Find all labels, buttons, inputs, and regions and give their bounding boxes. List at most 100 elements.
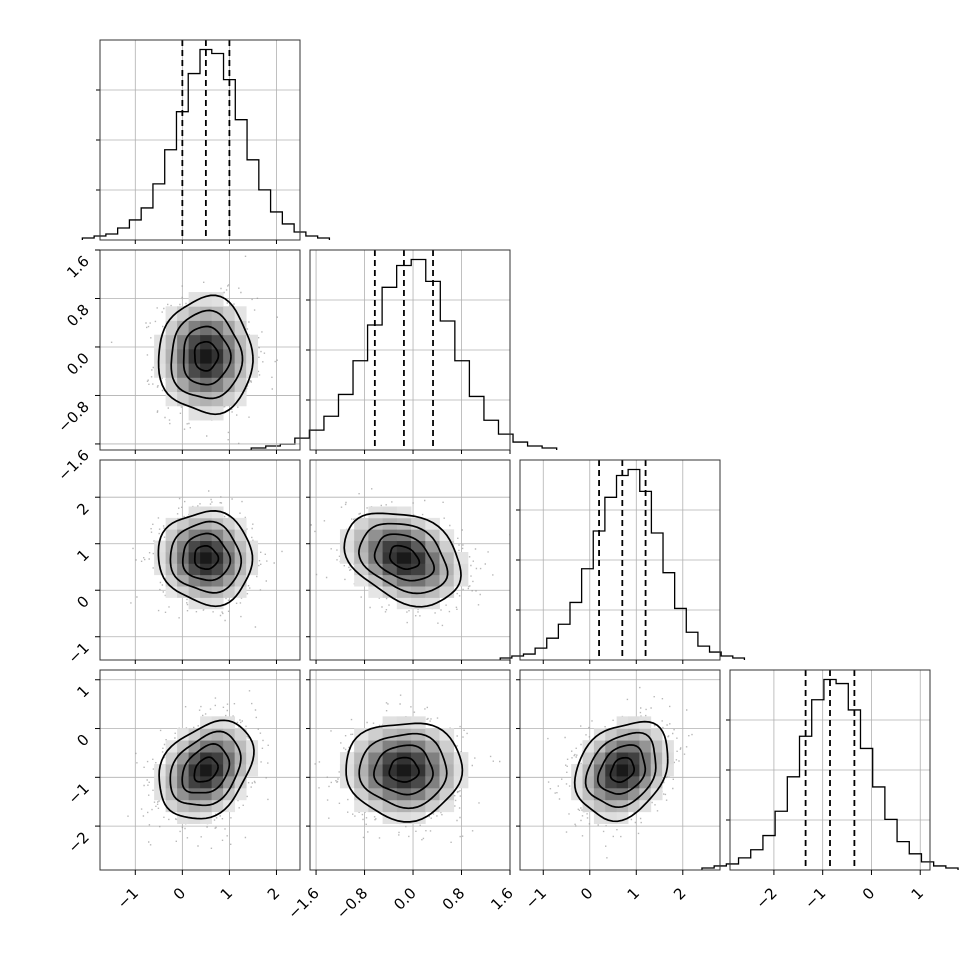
- density-cell: [396, 574, 412, 587]
- density-cell: [165, 574, 178, 587]
- density-cell: [188, 334, 201, 350]
- density-cell: [339, 764, 355, 777]
- density-cell: [177, 811, 190, 825]
- density-cell: [200, 348, 213, 364]
- density-cell: [177, 752, 190, 765]
- contour-level-3: [158, 719, 255, 820]
- density-cell: [223, 377, 236, 393]
- x-tick-label: 1.6: [487, 884, 517, 914]
- x-tick-label: −0.8: [333, 884, 371, 922]
- density-cell: [425, 517, 440, 530]
- density-cell: [571, 775, 583, 789]
- density-cell: [616, 811, 629, 825]
- x-tick-label: 2: [670, 884, 689, 903]
- contour-level-3: [343, 512, 462, 608]
- panel-contents: [520, 670, 720, 870]
- x-tick-label: −2: [752, 884, 780, 912]
- density-cell: [411, 586, 426, 598]
- contour-level-1: [182, 325, 232, 386]
- contour-level-2: [170, 309, 244, 400]
- contour-level-0: [388, 756, 420, 783]
- hist-frame-0: [99, 39, 301, 241]
- density-cell: [200, 597, 213, 610]
- hist-frame-2: [519, 459, 721, 661]
- hist-panel-1: [250, 249, 558, 454]
- density-cell: [200, 775, 213, 789]
- y-tick-label: −1: [64, 779, 92, 807]
- density-cell: [593, 799, 606, 813]
- contour-level-0: [388, 544, 421, 571]
- y-tick-label: 0: [73, 731, 92, 750]
- x-tick-label: −1: [114, 884, 142, 912]
- y-tick-label: 1: [73, 546, 92, 565]
- density-cell: [593, 775, 606, 789]
- y-tick-label: 1: [73, 682, 92, 701]
- density-cell: [211, 363, 224, 378]
- density-cell: [453, 764, 469, 777]
- density-cell: [177, 563, 190, 576]
- y-tick-label: −1.6: [54, 446, 92, 484]
- hist-panel-2: [499, 459, 746, 664]
- density-cell: [188, 517, 201, 530]
- density-cell: [246, 764, 259, 777]
- density-cell: [616, 716, 629, 729]
- density-cell: [165, 787, 178, 801]
- density-cell: [200, 517, 213, 530]
- density-cell: [188, 752, 201, 765]
- density-cell: [211, 334, 224, 350]
- density-cell: [582, 775, 595, 789]
- contour-level-1: [181, 532, 232, 582]
- density-cell: [177, 574, 190, 587]
- density-cell: [582, 740, 595, 753]
- density-cell: [165, 391, 178, 407]
- density-cell: [211, 377, 224, 393]
- density-cell: [200, 391, 213, 407]
- density-cell: [639, 740, 652, 753]
- density-cell: [246, 540, 259, 553]
- density-cell: [234, 586, 247, 598]
- scatter-panel-3-0: −1 0 1 2 −2 −1 0 1: [64, 669, 301, 912]
- x-tick-label: 1: [217, 884, 236, 903]
- density-cell: [177, 391, 190, 407]
- contour-level-1: [373, 533, 435, 582]
- density-cell: [246, 563, 259, 576]
- density-cell: [165, 306, 178, 321]
- density-cell: [234, 574, 247, 587]
- contour-level-3: [573, 720, 669, 823]
- density-cell: [616, 728, 629, 741]
- density-cell: [234, 348, 247, 364]
- density-cell: [354, 563, 369, 576]
- density-cell: [425, 551, 440, 564]
- density-cell: [234, 529, 247, 542]
- density-cell: [188, 775, 201, 789]
- panel-contents: [310, 670, 510, 870]
- density-cell: [628, 787, 640, 801]
- histogram-steps: [701, 678, 959, 870]
- density-cell: [223, 529, 236, 542]
- density-cell: [188, 574, 201, 587]
- density-cell: [368, 574, 384, 587]
- density-cell: [211, 506, 224, 519]
- density-cell: [650, 740, 663, 753]
- density-cell: [411, 752, 426, 765]
- density-cell: [211, 775, 224, 789]
- contour-level-0: [193, 340, 220, 372]
- density-cell: [593, 787, 606, 801]
- density-cell: [368, 529, 384, 542]
- contour-level-3: [157, 294, 254, 416]
- density-cell: [425, 597, 440, 610]
- density-cell: [368, 563, 384, 576]
- density-cell: [411, 787, 426, 801]
- density-cell: [439, 740, 455, 753]
- density-cell: [223, 320, 236, 336]
- density-cell: [211, 740, 224, 753]
- x-tick-label: 0: [577, 884, 596, 903]
- density-cell: [188, 529, 201, 542]
- density-cell: [593, 752, 606, 765]
- density-cell: [211, 405, 224, 421]
- density-cell: [605, 787, 618, 801]
- density-cell: [223, 363, 236, 378]
- density-cell: [639, 787, 652, 801]
- density-cell: [223, 740, 236, 753]
- density-cell: [188, 391, 201, 407]
